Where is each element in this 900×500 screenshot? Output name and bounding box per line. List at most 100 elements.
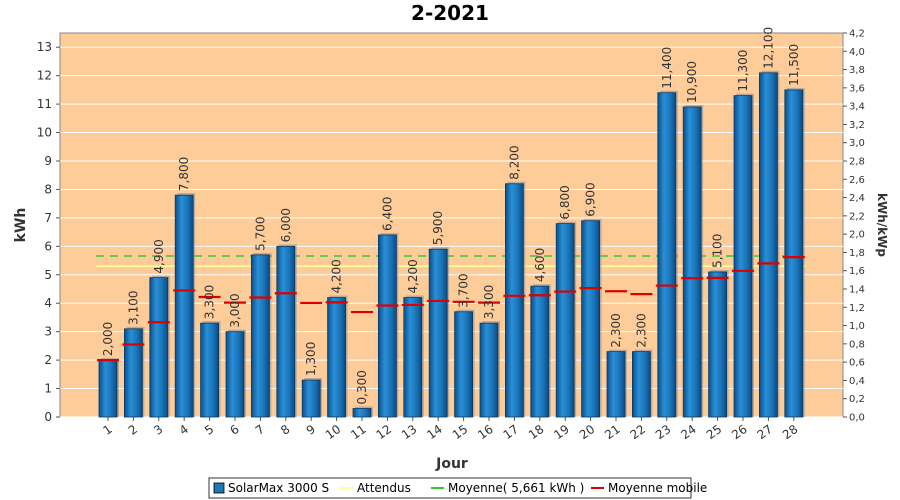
bar xyxy=(250,254,270,418)
data-label: 11,400 xyxy=(660,47,674,89)
bar xyxy=(200,322,220,418)
y-tick-label: 5 xyxy=(44,268,52,282)
legend-label: Moyenne mobile xyxy=(608,481,707,495)
y-axis-title: kWh xyxy=(13,208,29,243)
bar xyxy=(657,92,677,418)
y-tick-label: 7 xyxy=(44,211,52,225)
x-tick-label: 13 xyxy=(399,422,420,442)
y2-tick-label: 3,8 xyxy=(849,65,865,76)
y2-tick-label: 2,4 xyxy=(849,193,865,204)
x-tick-label: 22 xyxy=(628,422,649,442)
x-tick-label: 21 xyxy=(602,422,623,442)
bar xyxy=(327,297,347,418)
x-tick-label: 14 xyxy=(424,422,445,442)
bar xyxy=(733,95,753,418)
data-label: 7,800 xyxy=(177,157,191,191)
x-tick-label: 20 xyxy=(577,422,598,442)
x-tick-label: 4 xyxy=(177,422,191,438)
y-tick-label: 9 xyxy=(44,154,52,168)
y2-tick-label: 1,6 xyxy=(849,266,865,277)
data-label: 4,900 xyxy=(152,239,166,273)
data-label: 6,800 xyxy=(558,185,572,219)
bar xyxy=(504,183,524,418)
bar xyxy=(555,223,575,418)
x-tick-label: 5 xyxy=(202,422,216,438)
moving-average-markers xyxy=(97,256,805,362)
data-label: 5,700 xyxy=(253,217,267,251)
x-tick-label: 1 xyxy=(100,422,114,438)
data-label: 6,000 xyxy=(279,208,293,242)
bar xyxy=(682,106,702,418)
y2-tick-label: 0,6 xyxy=(849,358,865,369)
x-tick-label: 24 xyxy=(678,422,699,442)
data-labels: 2,000 3,100 4,900 7,800 3,300 3,000 5,700 6,000… xyxy=(101,27,801,405)
y2-tick-label: 0,4 xyxy=(849,376,865,387)
y2-tick-label: 2,0 xyxy=(849,230,865,241)
y2-tick-label: 0,8 xyxy=(849,339,865,350)
data-label: 8,200 xyxy=(507,145,521,179)
y-tick-label: 13 xyxy=(37,40,52,54)
y2-tick-label: 0,2 xyxy=(849,394,865,405)
y2-tick-label: 2,6 xyxy=(849,175,865,186)
y2-tick-label: 2,2 xyxy=(849,211,865,222)
bar xyxy=(581,220,600,418)
bar xyxy=(225,331,245,418)
bars xyxy=(98,70,805,418)
x-axis: 1 2 3 4 5 6 7 8 9 10 11 12 13 14 15 16 17 18 19 20 21 22 23 24 2… xyxy=(100,417,801,442)
x-tick-label: 26 xyxy=(729,422,750,442)
y-tick-label: 12 xyxy=(37,69,52,83)
bar xyxy=(174,194,194,418)
y-tick-label: 4 xyxy=(44,296,52,310)
y-tick-label: 1 xyxy=(44,382,52,396)
data-label: 3,700 xyxy=(457,273,471,307)
y2-tick-label: 3,4 xyxy=(849,102,865,113)
y-tick-label: 6 xyxy=(44,239,52,253)
y2-tick-label: 4,2 xyxy=(849,29,865,40)
y2-tick-label: 1,4 xyxy=(849,285,865,296)
data-label: 3,300 xyxy=(203,285,217,319)
y-tick-label: 0 xyxy=(44,410,52,424)
bar xyxy=(352,408,372,418)
x-tick-label: 18 xyxy=(526,422,547,442)
y-tick-label: 10 xyxy=(37,126,52,140)
data-label: 12,100 xyxy=(761,27,775,69)
data-label: 3,300 xyxy=(482,285,496,319)
legend-swatch xyxy=(213,482,225,494)
bar xyxy=(708,271,727,418)
bar xyxy=(454,311,474,418)
x-tick-label: 19 xyxy=(551,422,572,442)
bar xyxy=(784,89,804,418)
data-label: 2,300 xyxy=(609,313,623,347)
x-tick-label: 16 xyxy=(475,422,496,442)
y-tick-label: 8 xyxy=(44,182,52,196)
legend-box xyxy=(208,477,692,499)
y2-tick-label: 1,2 xyxy=(849,303,865,314)
bar xyxy=(759,72,778,418)
x-tick-label: 8 xyxy=(278,422,292,438)
data-label: 2,000 xyxy=(101,322,115,356)
x-tick-label: 27 xyxy=(755,422,776,442)
bar xyxy=(606,351,626,418)
y2-tick-label: 2,8 xyxy=(849,157,865,168)
x-tick-label: 15 xyxy=(450,422,471,442)
data-label: 4,600 xyxy=(533,248,547,282)
y2-tick-label: 3,2 xyxy=(849,120,865,131)
x-tick-label: 17 xyxy=(501,422,522,442)
y2-tick-label: 3,0 xyxy=(849,138,865,149)
bar xyxy=(530,285,550,418)
x-axis-title: Jour xyxy=(435,456,468,472)
data-label: 11,500 xyxy=(787,44,801,86)
y-tick-label: 3 xyxy=(44,325,52,339)
x-tick-label: 3 xyxy=(151,422,165,438)
bar xyxy=(479,322,499,418)
x-tick-label: 2 xyxy=(126,422,140,438)
data-label: 6,400 xyxy=(380,197,394,231)
x-tick-label: 11 xyxy=(348,422,369,442)
x-tick-label: 23 xyxy=(653,422,674,442)
bar xyxy=(377,234,397,418)
data-label: 10,900 xyxy=(685,61,699,103)
y2-tick-label: 0,0 xyxy=(849,413,865,424)
y-tick-label: 2 xyxy=(44,353,52,367)
